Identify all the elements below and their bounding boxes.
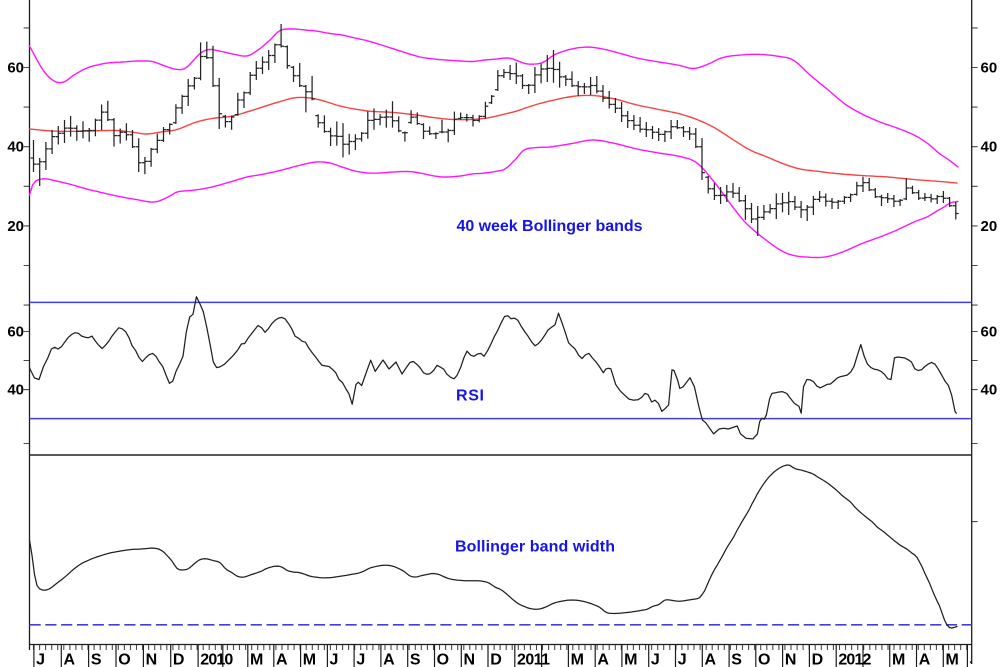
svg-text:M: M xyxy=(892,651,905,667)
svg-text:M: M xyxy=(250,651,263,667)
svg-text:2010: 2010 xyxy=(200,651,233,667)
svg-text:N: N xyxy=(463,651,475,667)
svg-text:A: A xyxy=(919,651,931,667)
svg-text:J: J xyxy=(970,651,979,667)
svg-text:20: 20 xyxy=(981,218,998,235)
svg-text:D: D xyxy=(812,651,824,667)
svg-text:40: 40 xyxy=(7,382,24,399)
svg-text:60: 60 xyxy=(981,59,998,76)
svg-text:M: M xyxy=(946,651,959,667)
svg-text:A: A xyxy=(63,651,75,667)
svg-text:J: J xyxy=(651,651,660,667)
svg-text:O: O xyxy=(758,651,770,667)
svg-text:D: D xyxy=(490,651,502,667)
svg-text:S: S xyxy=(731,651,742,667)
svg-text:M: M xyxy=(624,651,637,667)
svg-text:2011: 2011 xyxy=(517,651,550,667)
svg-text:J: J xyxy=(36,651,45,667)
svg-text:A: A xyxy=(383,651,395,667)
svg-text:N: N xyxy=(146,651,158,667)
svg-text:60: 60 xyxy=(7,59,24,76)
svg-text:M: M xyxy=(303,651,316,667)
svg-text:40: 40 xyxy=(981,139,998,156)
svg-text:40 week Bollinger bands: 40 week Bollinger bands xyxy=(457,218,643,235)
svg-text:A: A xyxy=(276,651,288,667)
svg-text:60: 60 xyxy=(7,323,24,340)
svg-text:Bollinger band width: Bollinger band width xyxy=(455,538,615,555)
svg-text:D: D xyxy=(173,651,185,667)
svg-text:A: A xyxy=(704,651,716,667)
svg-text:O: O xyxy=(437,651,449,667)
svg-text:J: J xyxy=(356,651,365,667)
svg-text:RSI: RSI xyxy=(456,387,484,404)
svg-text:J: J xyxy=(678,651,687,667)
svg-text:S: S xyxy=(91,651,102,667)
svg-text:N: N xyxy=(785,651,797,667)
svg-text:60: 60 xyxy=(981,323,998,340)
svg-text:A: A xyxy=(597,651,609,667)
svg-text:J: J xyxy=(330,651,339,667)
svg-text:20: 20 xyxy=(7,218,24,235)
svg-text:40: 40 xyxy=(981,382,998,399)
svg-text:O: O xyxy=(118,651,130,667)
svg-text:M: M xyxy=(571,651,584,667)
svg-text:S: S xyxy=(410,651,421,667)
svg-text:40: 40 xyxy=(7,139,24,156)
svg-text:2012: 2012 xyxy=(838,651,871,667)
